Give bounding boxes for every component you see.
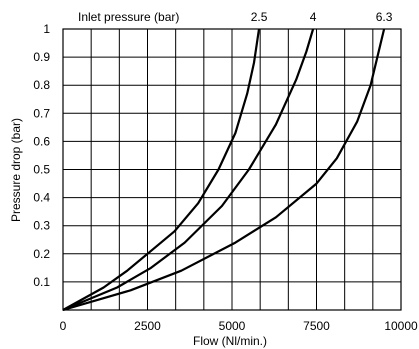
y-tick-label: 0.5 — [33, 163, 50, 177]
series-lines: 2.5 4 6.3 — [62, 10, 393, 312]
y-tick-label: 1 — [43, 22, 50, 36]
y-tick-label: 0.8 — [33, 78, 50, 92]
grid-lines — [63, 29, 401, 310]
y-tick-label: 0.2 — [33, 247, 50, 261]
chart-title: Inlet pressure (bar) — [78, 10, 179, 24]
series-line-6.3 — [62, 28, 386, 312]
x-tick-label: 0 — [60, 319, 67, 333]
x-axis-label: Flow (Nl/min.) — [193, 334, 267, 348]
series-line-4 — [62, 28, 315, 312]
y-tick-label: 0.7 — [33, 106, 50, 120]
x-axis-tick-labels: 0 2500 5000 7500 10000 — [60, 319, 418, 333]
series-label-6.3: 6.3 — [376, 10, 393, 24]
x-tick-label: 7500 — [303, 319, 330, 333]
y-tick-label: 0.3 — [33, 219, 50, 233]
series-label-2.5: 2.5 — [251, 10, 268, 24]
x-tick-label: 10000 — [384, 319, 418, 333]
x-tick-label: 2500 — [134, 319, 161, 333]
y-tick-label: 0.4 — [33, 191, 50, 205]
y-axis-tick-labels: 0.1 0.2 0.3 0.4 0.5 0.6 0.7 0.8 0.9 1 — [33, 22, 50, 289]
series-line-2.5 — [62, 28, 261, 311]
y-tick-label: 0.6 — [33, 134, 50, 148]
y-axis-label: Pressure drop (bar) — [9, 118, 23, 222]
series-label-4: 4 — [310, 10, 317, 24]
x-tick-label: 5000 — [219, 319, 246, 333]
plot-frame — [62, 28, 402, 311]
y-tick-label: 0.9 — [33, 50, 50, 64]
y-tick-label: 0.1 — [33, 275, 50, 289]
